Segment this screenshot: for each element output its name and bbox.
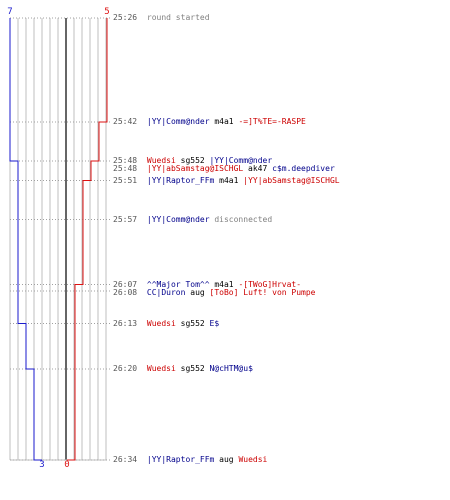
event-row: 26:07 ^^Major Tom^^ m4a1 -[TWoG]Hrvat- — [113, 280, 301, 289]
event-text-part: round started — [146, 13, 210, 22]
event-text-part: m4a1 — [209, 279, 239, 289]
red-end-score-label: 0 — [64, 460, 69, 470]
event-time: 25:48 — [113, 156, 142, 165]
event-text-part: |YY|Comm@nder — [146, 214, 210, 224]
event-text-part: ^^Major Tom^^ — [146, 279, 210, 289]
event-text-part: disconnected — [209, 214, 273, 224]
event-row: 25:42 |YY|Comm@nder m4a1 -=]T%TE=-RASPE — [113, 117, 306, 126]
event-text-part: E$ — [209, 318, 220, 328]
event-text-part: m4a1 — [214, 175, 244, 185]
event-row: 25:51 |YY|Raptor_FFm m4a1 |YY|abSamstag@… — [113, 176, 340, 185]
event-text-part: Wuedsi — [238, 455, 268, 464]
event-text-part: c$m.deepdiver — [272, 164, 335, 173]
event-time: 25:48 — [113, 164, 142, 173]
red-start-score-label: 5 — [104, 7, 109, 17]
event-time: 26:08 — [113, 287, 142, 297]
event-row: 26:20 Wuedsi sg552 N@cHTM@u$ — [113, 364, 253, 373]
event-text-part: |YY|Raptor_FFm — [146, 175, 215, 185]
event-text-part: sg552 — [175, 156, 210, 165]
event-text-part: Wuedsi — [146, 364, 176, 373]
event-row: 26:08 CC|Duron aug [ToBo] Luft! von Pump… — [113, 288, 316, 297]
event-text-part: [ToBo] Luft! von Pumpe — [209, 287, 316, 297]
event-text-part: -[TWoG]Hrvat- — [238, 279, 302, 289]
event-time: 25:57 — [113, 214, 142, 224]
event-text-part: Wuedsi — [146, 318, 176, 328]
blue-end-score-label: 3 — [39, 460, 44, 470]
event-text-part: sg552 — [175, 318, 210, 328]
event-connectors — [10, 17, 111, 461]
event-text-part: |YY|abSamstag@ISCHGL — [146, 164, 244, 173]
event-text-part: sg552 — [175, 364, 210, 373]
event-text-part: |YY|Comm@nder — [209, 156, 273, 165]
event-row: 25:26 round started — [113, 13, 210, 22]
event-text-part: CC|Duron — [146, 287, 186, 297]
event-row: 25:48 |YY|abSamstag@ISCHGL ak47 c$m.deep… — [113, 164, 335, 173]
event-text-part: N@cHTM@u$ — [209, 364, 253, 373]
red-team-score-line — [67, 18, 108, 461]
event-text-part: m4a1 — [209, 117, 239, 126]
grid-lines — [9, 18, 107, 461]
event-text-part: aug — [185, 287, 210, 297]
event-time: 25:42 — [113, 117, 142, 126]
event-text-part: |YY|abSamstag@ISCHGL — [243, 175, 340, 185]
event-text-part: |YY|Comm@nder — [146, 117, 210, 126]
event-row: 25:48 Wuedsi sg552 |YY|Comm@nder — [113, 156, 272, 165]
event-text-part: -=]T%TE=-RASPE — [238, 117, 306, 126]
event-row: 26:34 |YY|Raptor_FFm aug Wuedsi — [113, 455, 267, 464]
event-time: 26:13 — [113, 318, 142, 328]
event-text-part: |YY|Raptor_FFm — [146, 455, 215, 464]
event-row: 26:13 Wuedsi sg552 E$ — [113, 319, 219, 328]
event-text-part: Wuedsi — [146, 156, 176, 165]
event-time: 26:34 — [113, 455, 142, 464]
event-text-part: ak47 — [243, 164, 273, 173]
event-row: 25:57 |YY|Comm@nder disconnected — [113, 215, 272, 224]
event-time: 25:26 — [113, 13, 142, 22]
blue-start-score-label: 7 — [7, 7, 12, 17]
event-time: 25:51 — [113, 175, 142, 185]
event-time: 26:07 — [113, 279, 142, 289]
event-text-part: aug — [214, 455, 239, 464]
blue-team-score-line — [9, 18, 42, 461]
event-time: 26:20 — [113, 364, 142, 373]
